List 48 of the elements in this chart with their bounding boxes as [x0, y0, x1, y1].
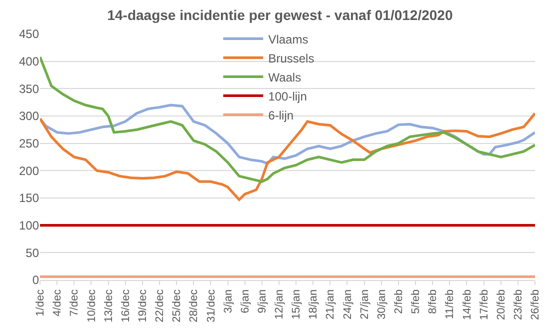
x-tick-label: 13/dec: [102, 288, 115, 322]
legend-label: Brussels: [268, 51, 314, 66]
line-series: [40, 112, 535, 201]
x-tick-label: 22/dec: [154, 288, 166, 322]
x-tick-label: 10/dec: [86, 288, 98, 322]
legend-label: Waals: [268, 70, 302, 84]
y-tick-label: 450: [18, 27, 40, 42]
x-tick-label: 9/jan: [256, 289, 268, 314]
chart-title: 14-daagse incidentie per gewest - vanaf 01/012/2020: [107, 6, 453, 23]
x-tick-label: 12/jan: [274, 289, 286, 320]
x-tick-label: 23/feb: [512, 289, 525, 320]
x-tick-label: 2/feb: [393, 289, 406, 314]
y-tick-label: 350: [18, 82, 40, 96]
x-tick-label: 3/jan: [222, 289, 234, 314]
x-tick-label: 4/dec: [52, 288, 64, 316]
x-tick-label: 15/jan: [290, 289, 303, 320]
x-tick-label: 8/feb: [427, 289, 440, 314]
legend-label: 6-lijn: [268, 108, 294, 122]
x-tick-label: 6/jan: [239, 289, 252, 314]
x-tick-label: 24/jan: [342, 289, 354, 320]
line-series: [40, 56, 535, 183]
x-tick-label: 11/feb: [444, 289, 456, 320]
x-tick-label: 14/feb: [461, 289, 474, 320]
y-tick-label: 150: [18, 191, 40, 206]
x-tick-label: 21/jan: [324, 289, 337, 320]
y-tick-label: 300: [18, 109, 40, 124]
y-tick-label: 50: [26, 246, 40, 260]
x-tick-label: 30/jan: [376, 289, 388, 320]
x-tick-label: 16/dec: [120, 288, 132, 322]
x-tick-label: 5/feb: [410, 289, 422, 314]
x-tick-label: 1/dec: [34, 288, 47, 316]
x-tick-label: 7/dec: [68, 288, 81, 316]
y-tick-label: 200: [18, 164, 40, 178]
x-tick-label: 17/feb: [478, 289, 490, 320]
x-tick-label: 20/feb: [495, 289, 508, 320]
x-tick-label: 19/dec: [136, 288, 149, 322]
x-tick-label: 27/jan: [358, 289, 371, 320]
y-tick-label: 100: [18, 218, 40, 233]
x-tick-label: 28/dec: [188, 288, 200, 322]
legend-label: 100-lijn: [268, 89, 307, 104]
x-tick-label: 18/jan: [308, 289, 320, 320]
x-tick-label: 31/dec: [205, 288, 218, 322]
y-tick-label: 250: [18, 136, 40, 151]
x-tick-label: 25/dec: [171, 288, 184, 322]
y-tick-label: 0: [32, 273, 40, 288]
legend-label: Vlaams: [268, 32, 308, 46]
x-tick-label: 26/feb: [530, 289, 542, 320]
y-tick-label: 400: [18, 54, 40, 69]
